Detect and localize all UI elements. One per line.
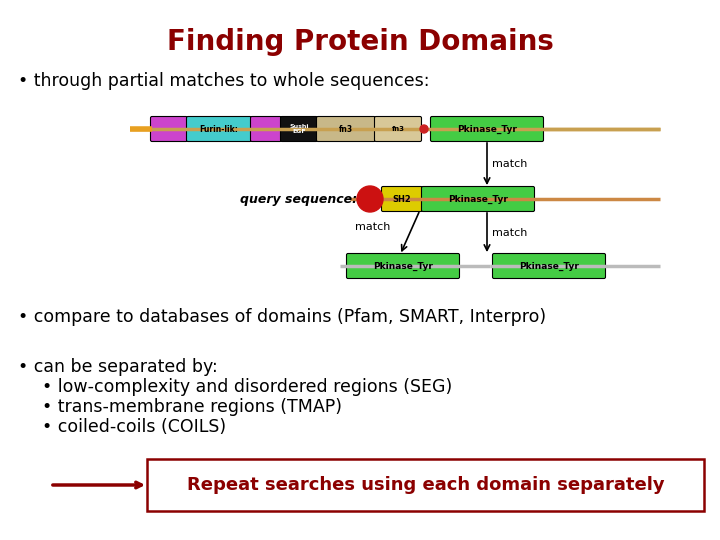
Text: • through partial matches to whole sequences:: • through partial matches to whole seque…	[18, 72, 430, 90]
FancyBboxPatch shape	[346, 253, 459, 279]
FancyBboxPatch shape	[186, 117, 251, 141]
FancyBboxPatch shape	[382, 186, 423, 212]
FancyBboxPatch shape	[421, 186, 534, 212]
Text: • can be separated by:: • can be separated by:	[18, 358, 217, 376]
FancyBboxPatch shape	[492, 253, 606, 279]
Text: match: match	[492, 227, 527, 238]
FancyBboxPatch shape	[431, 117, 544, 141]
Text: Furin-lik:: Furin-lik:	[199, 125, 238, 133]
Text: Pkinase_Tyr: Pkinase_Tyr	[519, 261, 579, 271]
FancyBboxPatch shape	[251, 117, 282, 141]
Text: fn3: fn3	[392, 126, 405, 132]
Text: • coiled-coils (COILS): • coiled-coils (COILS)	[42, 418, 226, 436]
Text: Finding Protein Domains: Finding Protein Domains	[166, 28, 554, 56]
Circle shape	[357, 186, 383, 212]
Text: • low-complexity and disordered regions (SEG): • low-complexity and disordered regions …	[42, 378, 452, 396]
Text: • trans-membrane regions (TMAP): • trans-membrane regions (TMAP)	[42, 398, 342, 416]
Text: Pkinase_Tyr: Pkinase_Tyr	[448, 194, 508, 204]
FancyBboxPatch shape	[281, 117, 318, 141]
Text: match: match	[355, 222, 390, 233]
Text: query sequence:: query sequence:	[240, 192, 357, 206]
FancyBboxPatch shape	[150, 117, 187, 141]
Text: Sushi
EGF: Sushi EGF	[289, 124, 309, 134]
Text: fn3: fn3	[339, 125, 353, 133]
FancyBboxPatch shape	[147, 459, 704, 511]
Circle shape	[420, 125, 428, 133]
Text: SH2: SH2	[392, 194, 411, 204]
FancyBboxPatch shape	[317, 117, 376, 141]
Text: • compare to databases of domains (Pfam, SMART, Interpro): • compare to databases of domains (Pfam,…	[18, 308, 546, 326]
Text: Repeat searches using each domain separately: Repeat searches using each domain separa…	[186, 476, 665, 494]
Text: match: match	[492, 159, 527, 169]
Text: Pkinase_Tyr: Pkinase_Tyr	[373, 261, 433, 271]
Text: Pkinase_Tyr: Pkinase_Tyr	[457, 124, 517, 133]
FancyBboxPatch shape	[374, 117, 421, 141]
